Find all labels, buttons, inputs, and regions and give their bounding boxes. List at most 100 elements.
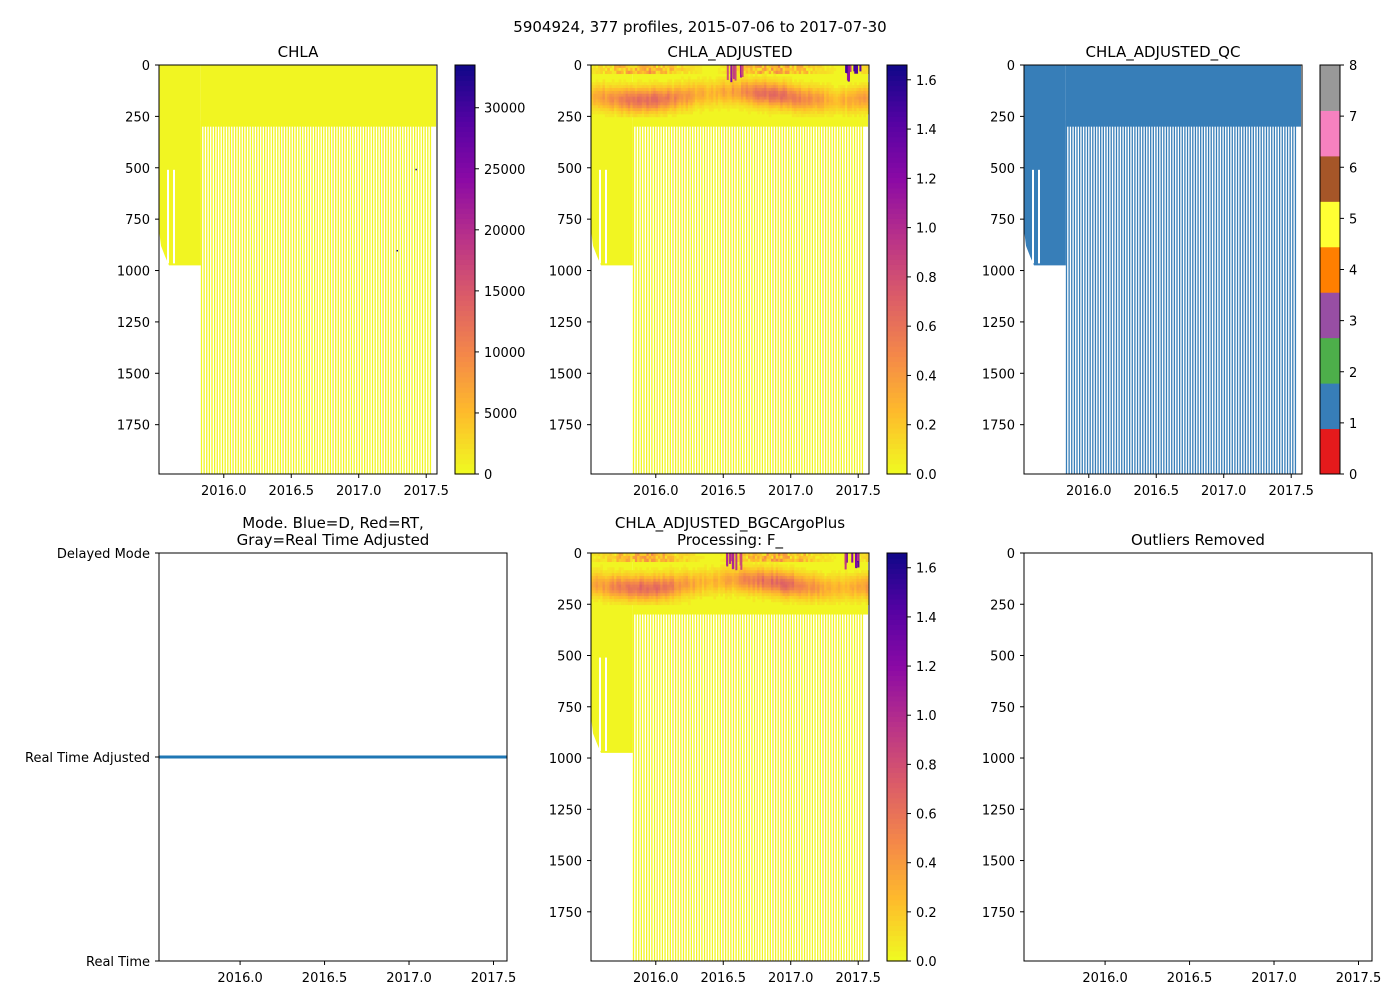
chla_bgc-dcm-cell [600, 584, 603, 588]
chla_adj-dcm-cell [750, 79, 753, 83]
qc-colorbar-segment [1320, 383, 1340, 430]
chla_bgc-dcm-cell [856, 575, 860, 580]
chla_bgc-dcm-cell [720, 575, 723, 580]
chla_bgc-dcm-cell [817, 575, 820, 580]
chla_bgc-dcm-cell [791, 578, 795, 583]
chla_bgc-dcm-cell [644, 570, 647, 574]
chla_bgc-dcm-cell [782, 578, 786, 583]
chla_adj-dcm-cell [618, 96, 622, 100]
chla_adj-dcm-cell [787, 93, 790, 98]
chla_adj-dcm-cell [616, 113, 620, 118]
chla_adj-dcm-cell [667, 108, 670, 112]
chla_adj-dcm-cell [648, 113, 652, 118]
chla_adj-dcm-cell [773, 102, 777, 106]
chla_adj-dcm-cell [694, 88, 698, 92]
chla_adj-dcm-cell [789, 105, 793, 109]
chla_adj-dcm-cell [708, 85, 712, 89]
chla_bgc-dcm-cell [777, 578, 781, 583]
chla_adj-dcm-cell [704, 76, 707, 80]
chla_adj-dcm-cell [805, 111, 809, 115]
chla-colorbar-band [455, 448, 475, 455]
chla_adj-dcm-cell [780, 65, 783, 69]
chla_adj-dcm-cell [754, 67, 758, 72]
chla_bgc-dcm-cell [750, 564, 753, 568]
chla_bgc-dcm-cell [812, 601, 816, 606]
chla_bgc-y-tick-label: 0 [574, 547, 582, 562]
chla_adj-dcm-cell [814, 93, 818, 98]
chla_bgc-dcm-cell [757, 575, 760, 580]
chla_bgc-dcm-cell [826, 601, 830, 606]
chla_adj_qc-deep-profile [1157, 120, 1160, 474]
chla_adj-dcm-cell [784, 70, 788, 75]
chla_bgc-dcm-cell [812, 553, 816, 557]
chla_bgc-dcm-cell [600, 558, 603, 563]
chla_adj_qc-x-tick-label: 2016.0 [1066, 484, 1112, 499]
chla_adj-dcm-cell [713, 93, 717, 98]
chla_adj-dcm-cell [773, 70, 777, 75]
chla_bgc-dcm-cell [625, 553, 629, 557]
chla_adj-dcm-cell [807, 102, 811, 106]
chla_adj-dcm-cell [697, 79, 700, 83]
chla-deep-profile [363, 120, 366, 474]
chla_adj-dcm-cell [775, 102, 779, 106]
chla_bgc-dcm-cell [803, 587, 807, 591]
chla_bgc-dcm-cell [835, 590, 839, 594]
chla_adj-dcm-cell [787, 111, 790, 115]
chla_bgc-deep-profile [693, 608, 695, 961]
chla-colorbar-band [455, 427, 475, 434]
chla_adj-dcm-cell [833, 90, 837, 95]
chla_bgc-dcm-cell [837, 575, 841, 580]
chla_adj-dcm-cell [595, 93, 599, 98]
chla_bgc-dcm-cell [736, 567, 740, 571]
chla_bgc-dcm-cell [727, 553, 730, 557]
chla_adj-dcm-cell [798, 67, 802, 72]
chla_adj-dcm-cell [625, 70, 629, 75]
chla_adj-dcm-cell [634, 105, 638, 109]
chla_bgc-colorbar-band [887, 716, 907, 722]
chla_bgc-dcm-cell [634, 590, 638, 594]
chla_adj-dcm-cell [678, 65, 682, 69]
chla_bgc-dcm-cell [817, 601, 820, 606]
chla_adj_qc-deep-profile [1078, 120, 1081, 474]
chla_bgc-dcm-cell [849, 584, 853, 588]
chla_bgc-dcm-cell [745, 564, 749, 568]
chla_bgc-dcm-cell [630, 584, 633, 588]
chla_bgc-dcm-cell [754, 564, 758, 568]
chla_adj-dcm-cell [761, 88, 765, 92]
chla_adj-deep-profile [635, 120, 637, 474]
chla_bgc-dcm-cell [750, 584, 753, 588]
chla_bgc-dcm-cell [604, 584, 608, 588]
chla_adj-dcm-cell [810, 79, 813, 83]
chla_adj-dcm-cell [747, 99, 751, 103]
chla_bgc-dcm-cell [791, 570, 795, 574]
chla_bgc-dcm-cell [805, 601, 809, 606]
chla_bgc-dcm-cell [847, 575, 850, 580]
chla_adj-dcm-cell [803, 65, 807, 69]
chla_bgc-dcm-cell [738, 590, 742, 594]
chla_adj-dcm-cell [632, 111, 636, 115]
chla_bgc-dcm-cell [713, 567, 717, 571]
chla_adj-colorbar-band [887, 85, 907, 92]
chla_bgc-dcm-cell [752, 596, 756, 600]
chla_adj_qc-deep-profile [1115, 120, 1118, 474]
chla_adj-dcm-cell [722, 70, 726, 75]
chla_adj-dcm-cell [833, 99, 837, 103]
chla_adj-dcm-cell [741, 102, 744, 106]
chla_bgc-dcm-cell [784, 596, 788, 600]
chla_bgc-dcm-cell [768, 581, 772, 585]
chla_bgc-dcm-cell [646, 573, 650, 577]
chla_adj-dcm-cell [801, 102, 804, 106]
chla_adj-dcm-cell [777, 93, 781, 98]
chla_adj-colorbar-band [887, 453, 907, 460]
chla_adj-dcm-cell [851, 111, 855, 115]
chla_adj-dcm-cell [662, 93, 666, 98]
chla_bgc-dcm-cell [801, 553, 804, 557]
chla_bgc-dcm-cell [651, 581, 654, 585]
chla_bgc-dcm-cell [789, 587, 793, 591]
chla_bgc-dcm-cell [720, 587, 723, 591]
chla_adj-dcm-cell [803, 88, 807, 92]
chla_bgc-dcm-cell [681, 573, 684, 577]
chla_bgc-dcm-cell [865, 573, 869, 577]
chla_adj-dcm-cell [775, 108, 779, 112]
chla_bgc-dcm-cell [831, 598, 834, 603]
